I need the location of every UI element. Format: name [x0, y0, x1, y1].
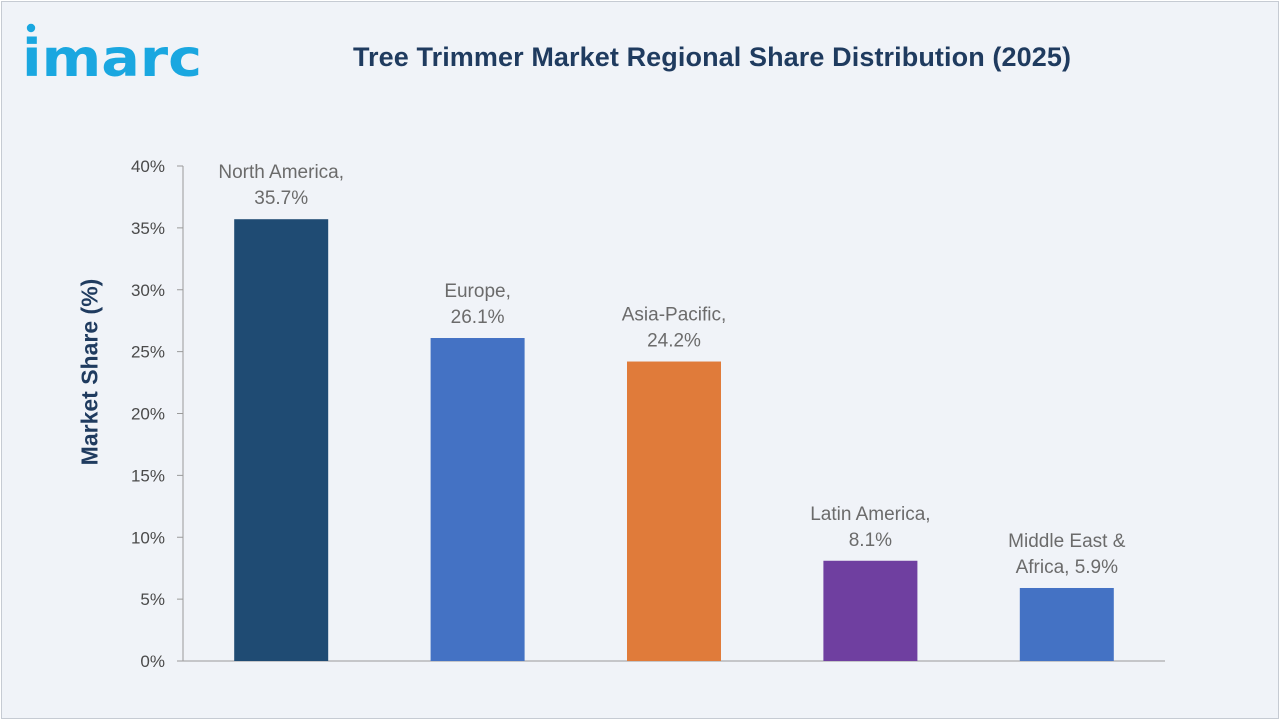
y-tick-label: 40%	[131, 157, 165, 176]
data-label-0: North America, 35.7%	[218, 162, 344, 209]
bar-2	[627, 361, 721, 661]
bar-3	[823, 560, 918, 661]
y-tick-label: 20%	[131, 405, 165, 424]
y-tick-label: 5%	[140, 590, 165, 609]
y-tick-label: 15%	[131, 466, 165, 485]
bar-4	[1019, 587, 1114, 661]
bar-0	[234, 219, 329, 661]
y-tick-label: 25%	[131, 343, 165, 362]
y-tick-label: 30%	[131, 281, 165, 300]
y-tick-label: 10%	[131, 528, 165, 547]
y-tick-label: 35%	[131, 219, 165, 238]
imarc-logo: imarc	[22, 23, 202, 82]
data-label-1: Europe, 26.1%	[444, 281, 511, 328]
logo-text: imarc	[22, 29, 202, 82]
data-label-4: Middle East & Africa, 5.9%	[1008, 531, 1126, 578]
y-tick-label: 0%	[140, 652, 165, 671]
logo-dot	[26, 23, 36, 33]
data-label-2: Asia-Pacific, 24.2%	[622, 305, 727, 352]
data-label-3: Latin America, 8.1%	[810, 504, 930, 551]
bar-1	[430, 338, 525, 661]
chart-title: Tree Trimmer Market Regional Share Distr…	[352, 42, 1072, 72]
